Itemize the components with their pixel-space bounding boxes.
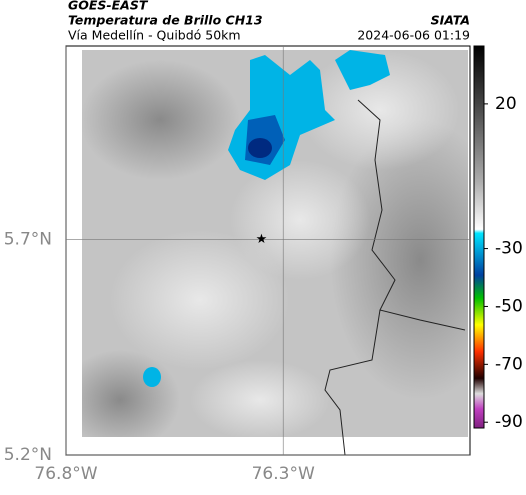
route: Vía Medellín - Quibdó 50km <box>68 28 241 43</box>
y-tick-label: 5.2°N <box>4 445 52 465</box>
colorbar <box>473 45 485 429</box>
border <box>324 99 466 456</box>
colorbar-label: -90 <box>495 412 523 432</box>
colorbar-label: 20 <box>495 94 517 114</box>
location-marker: ★ <box>256 232 268 247</box>
x-tick-label: 76.3°W <box>252 464 315 484</box>
datetime: 2024-06-06 01:19 <box>357 28 470 43</box>
y-tick-label: 5.7°N <box>4 230 52 250</box>
colorbar-label: -70 <box>495 354 523 374</box>
subtitle: Temperatura de Brillo CH13 <box>68 13 263 28</box>
title: GOES-EAST <box>68 0 149 13</box>
org: SIATA <box>431 13 470 28</box>
satellite-image <box>82 50 468 437</box>
x-tick-label: 76.8°W <box>34 464 97 484</box>
colorbar-label: -30 <box>495 239 523 259</box>
colorbar-label: -50 <box>495 296 523 316</box>
